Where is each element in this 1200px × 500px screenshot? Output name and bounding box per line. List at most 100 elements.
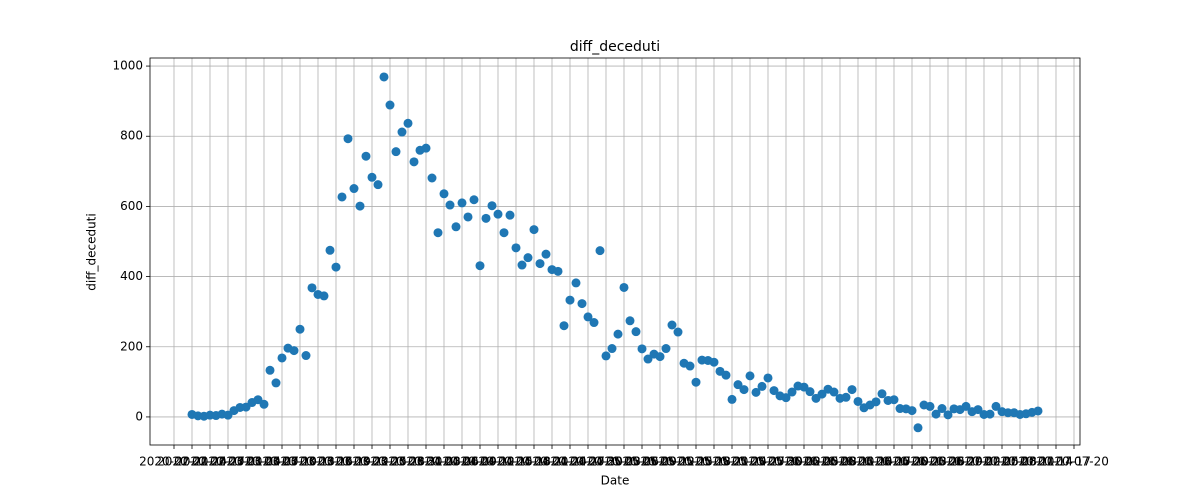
- y-axis-label: diff_deceduti: [85, 213, 99, 290]
- x-tick-label: 2020-06-23: [877, 455, 947, 469]
- scatter-point: [295, 324, 305, 334]
- scatter-point: [787, 387, 797, 397]
- x-tick-label: 2020-04-27: [535, 455, 605, 469]
- y-tick-label: 1000: [112, 59, 143, 73]
- x-tick-label: 2020-02-21: [139, 455, 209, 469]
- x-tick-label: 2020-03-07: [229, 455, 299, 469]
- scatter-point: [601, 351, 611, 361]
- scatter-point: [673, 327, 683, 337]
- scatter-point: [817, 389, 827, 399]
- scatter-point: [889, 395, 899, 405]
- y-tick-label: 600: [120, 199, 143, 213]
- y-tick-label: 400: [120, 269, 143, 283]
- scatter-point: [439, 189, 449, 199]
- scatter-point: [625, 316, 635, 326]
- scatter-point: [277, 353, 287, 363]
- scatter-point: [829, 387, 839, 397]
- scatter-point: [631, 327, 641, 337]
- scatter-point: [595, 246, 605, 256]
- scatter-point: [265, 365, 275, 375]
- x-tick-label: 2020-04-15: [463, 455, 533, 469]
- scatter-point: [589, 318, 599, 328]
- x-tick-label: 2020-04-12: [445, 455, 515, 469]
- x-tick-label: 2020-06-29: [913, 455, 983, 469]
- x-tick-label: 2020-06-08: [787, 455, 857, 469]
- scatter-point: [373, 180, 383, 190]
- scatter-point: [463, 212, 473, 222]
- x-tick-label: 2020-03-13: [265, 455, 335, 469]
- scatter-point: [259, 399, 269, 409]
- scatter-point: [409, 157, 419, 167]
- scatter-point: [391, 147, 401, 157]
- scatter-point: [733, 380, 743, 390]
- scatter-point: [523, 253, 533, 263]
- scatter-point: [535, 259, 545, 269]
- scatter-point: [565, 295, 575, 305]
- x-tick-label: 2020-05-06: [589, 455, 659, 469]
- scatter-point: [301, 351, 311, 361]
- scatter-point: [841, 392, 851, 402]
- scatter-point: [367, 172, 377, 182]
- chart-title: diff_deceduti: [570, 39, 660, 55]
- scatter-point: [781, 393, 791, 403]
- x-tick-label: 2020-05-21: [679, 455, 749, 469]
- x-tick-label: 2020-05-09: [607, 455, 677, 469]
- scatter-point: [337, 192, 347, 202]
- scatter-point: [475, 261, 485, 271]
- scatter-point: [685, 361, 695, 371]
- x-tick-label: 2020-05-27: [715, 455, 785, 469]
- scatter-point: [403, 118, 413, 128]
- scatter-point: [931, 409, 941, 419]
- scatter-point: [493, 209, 503, 219]
- scatter-point: [805, 387, 815, 397]
- scatter-point: [661, 344, 671, 354]
- scatter-point: [613, 329, 623, 339]
- scatter-point: [667, 320, 677, 330]
- scatter-point: [487, 201, 497, 211]
- x-tick-label: 2020-04-03: [391, 455, 461, 469]
- scatter-point: [583, 312, 593, 322]
- scatter-point: [481, 213, 491, 223]
- scatter-point: [499, 228, 509, 238]
- x-tick-label: 2020-07-05: [949, 455, 1019, 469]
- scatter-point: [763, 373, 773, 383]
- scatter-point: [907, 406, 917, 416]
- scatter-point: [721, 370, 731, 380]
- x-tick-label: 2020-06-11: [805, 455, 875, 469]
- scatter-point: [847, 385, 857, 395]
- x-tick-label: 2020-06-17: [841, 455, 911, 469]
- x-tick-label: 2020-03-22: [319, 455, 389, 469]
- x-tick-label: 2020-07-11: [985, 455, 1055, 469]
- scatter-point: [517, 260, 527, 270]
- scatter-point: [343, 134, 353, 144]
- x-tick-label: 2020-04-24: [517, 455, 587, 469]
- x-tick-label: 2020-07-14: [1003, 455, 1073, 469]
- x-tick-label: 2020-03-31: [373, 455, 443, 469]
- scatter-point: [379, 72, 389, 82]
- x-tick-label: 2020-03-01: [193, 455, 263, 469]
- scatter-point: [469, 195, 479, 205]
- scatter-point: [1033, 406, 1043, 416]
- scatter-point: [271, 378, 281, 388]
- scatter-point: [745, 371, 755, 381]
- scatter-point: [325, 245, 335, 255]
- scatter-point: [355, 201, 365, 211]
- x-tick-label: 2020-06-05: [769, 455, 839, 469]
- scatter-point: [619, 282, 629, 292]
- x-tick-label: 2020-04-18: [481, 455, 551, 469]
- scatter-point: [505, 210, 515, 220]
- scatter-point: [529, 225, 539, 235]
- scatter-point: [397, 127, 407, 137]
- scatter-point: [385, 100, 395, 110]
- x-tick-label: 2020-04-09: [427, 455, 497, 469]
- x-tick-label: 2020-06-26: [895, 455, 965, 469]
- x-tick-label: 2020-02-27: [175, 455, 245, 469]
- scatter-point: [637, 344, 647, 354]
- scatter-point: [943, 410, 953, 420]
- scatter-point: [607, 344, 617, 354]
- scatter-point: [973, 405, 983, 415]
- scatter-point: [571, 278, 581, 288]
- scatter-point: [451, 222, 461, 232]
- y-tick-label: 0: [135, 409, 143, 423]
